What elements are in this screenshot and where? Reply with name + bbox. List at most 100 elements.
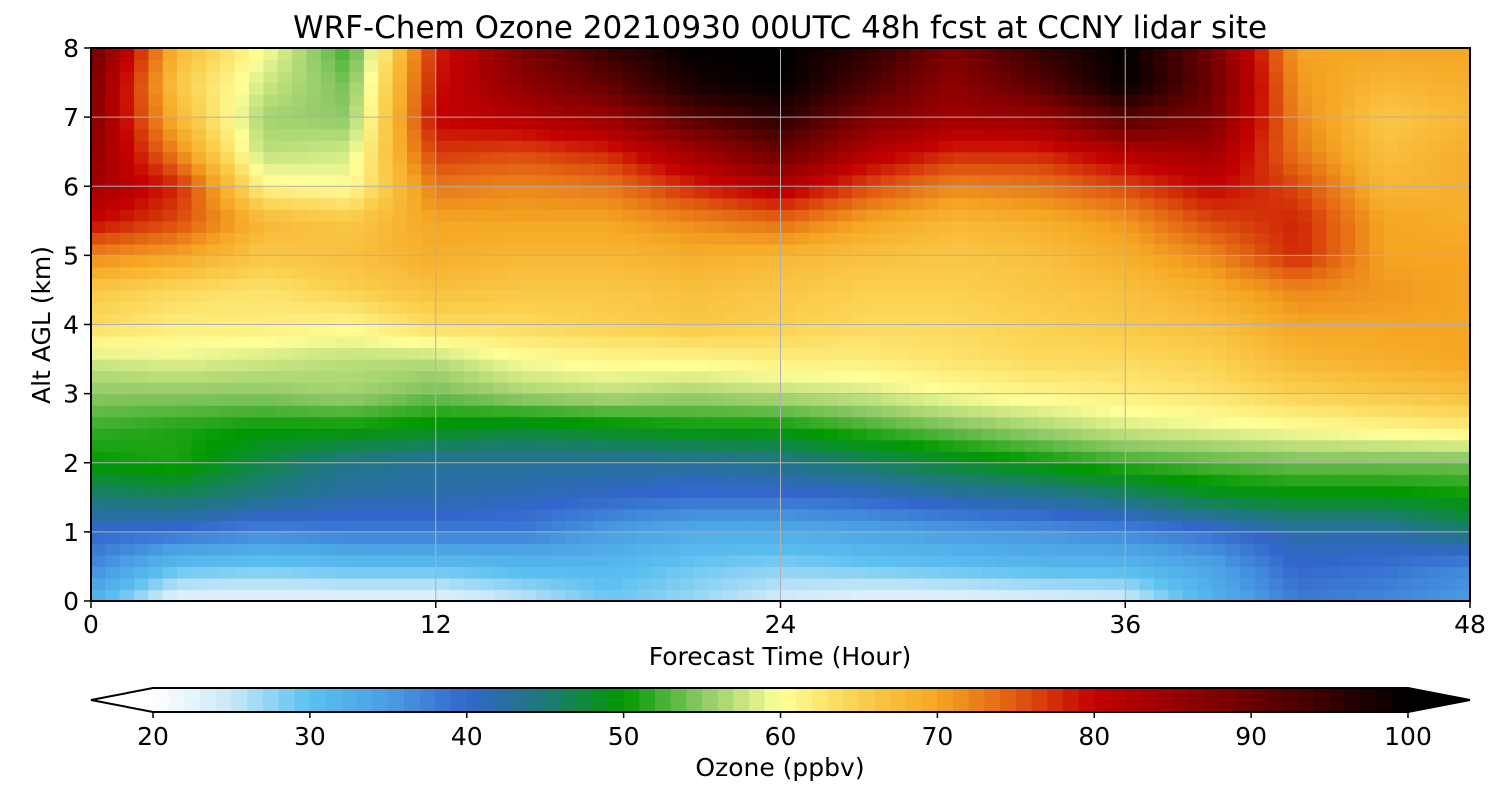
colorbar-tick-label: 80: [1078, 722, 1110, 751]
heatmap-cell: [1024, 566, 1040, 579]
heatmap-cell: [636, 301, 652, 314]
heatmap-cell: [277, 174, 293, 187]
heatmap-cell: [1268, 312, 1284, 326]
heatmap-cell: [1369, 163, 1385, 176]
heatmap-cell: [837, 520, 853, 533]
heatmap-cell: [220, 382, 236, 395]
heatmap-cell: [392, 255, 408, 268]
heatmap-cell: [1110, 289, 1126, 303]
heatmap-cell: [1441, 174, 1457, 187]
heatmap-cell: [766, 266, 782, 280]
heatmap-cell: [809, 589, 825, 602]
heatmap-cell: [766, 451, 782, 464]
heatmap-cell: [119, 508, 135, 521]
heatmap-cell: [392, 151, 408, 164]
heatmap-cell: [1426, 289, 1442, 303]
heatmap-cell: [277, 312, 293, 326]
colorbar-segment: [1313, 688, 1331, 712]
heatmap-cell: [478, 163, 494, 176]
heatmap-cell: [349, 451, 365, 464]
heatmap-cell: [177, 474, 193, 487]
heatmap-cell: [1067, 163, 1083, 176]
heatmap-cell: [277, 266, 293, 280]
heatmap-cell: [909, 82, 925, 95]
heatmap-cell: [335, 209, 351, 222]
heatmap-cell: [177, 140, 193, 153]
heatmap-cell: [1096, 163, 1112, 176]
heatmap-cell: [148, 197, 164, 210]
heatmap-cell: [277, 105, 293, 118]
heatmap-cell: [881, 497, 897, 510]
heatmap-cell: [995, 128, 1011, 141]
heatmap-cell: [249, 82, 264, 95]
heatmap-cell: [220, 59, 236, 72]
heatmap-cell: [622, 82, 638, 95]
heatmap-cell: [1197, 82, 1213, 95]
heatmap-cell: [1053, 554, 1069, 568]
heatmap-cell: [536, 566, 552, 579]
heatmap-cell: [148, 382, 164, 395]
heatmap-cell: [363, 393, 379, 406]
colorbar-segment: [466, 688, 483, 712]
heatmap-cell: [1455, 439, 1471, 452]
heatmap-cell: [679, 508, 695, 521]
heatmap-cell: [392, 405, 408, 418]
heatmap-cell: [1355, 589, 1371, 602]
heatmap-cell: [766, 589, 782, 602]
heatmap-cell: [162, 151, 178, 164]
heatmap-cell: [1110, 174, 1126, 187]
heatmap-cell: [148, 312, 164, 326]
heatmap-cell: [1254, 439, 1270, 452]
heatmap-cell: [881, 140, 897, 153]
heatmap-cell: [1211, 393, 1227, 406]
heatmap-cell: [435, 105, 451, 118]
heatmap-cell: [708, 186, 724, 199]
heatmap-cell: [1412, 428, 1428, 441]
heatmap-cell: [1225, 520, 1241, 533]
heatmap-cell: [1197, 324, 1213, 337]
heatmap-cell: [1053, 520, 1069, 533]
heatmap-cell: [277, 347, 293, 360]
heatmap-cell: [320, 289, 336, 303]
heatmap-cell: [952, 439, 968, 452]
heatmap-cell: [938, 312, 954, 326]
heatmap-cell: [521, 451, 537, 464]
heatmap-cell: [1326, 186, 1342, 199]
heatmap-cell: [967, 117, 983, 130]
heatmap-cell: [780, 416, 796, 429]
heatmap-cell: [91, 209, 106, 222]
heatmap-cell: [967, 347, 983, 360]
heatmap-cell: [306, 266, 322, 280]
heatmap-cell: [478, 336, 494, 349]
heatmap-cell: [679, 462, 695, 475]
heatmap-cell: [478, 59, 494, 72]
heatmap-cell: [1125, 508, 1141, 521]
heatmap-cell: [162, 531, 178, 544]
heatmap-cell: [1182, 566, 1198, 579]
heatmap-cell: [550, 451, 566, 464]
heatmap-cell: [292, 71, 308, 84]
heatmap-cell: [162, 543, 178, 556]
heatmap-cell: [565, 474, 580, 487]
heatmap-cell: [349, 301, 365, 314]
heatmap-cell: [493, 347, 509, 360]
heatmap-cell: [708, 48, 724, 61]
heatmap-cell: [1010, 59, 1026, 72]
heatmap-cell: [335, 336, 351, 349]
heatmap-cell: [1283, 531, 1299, 544]
heatmap-cell: [1010, 312, 1026, 326]
heatmap-cell: [306, 554, 322, 568]
heatmap-cell: [335, 243, 351, 256]
heatmap-cell: [881, 359, 897, 372]
heatmap-cell: [1139, 382, 1155, 395]
heatmap-cell: [1412, 589, 1428, 602]
heatmap-cell: [1311, 382, 1327, 395]
heatmap-cell: [1197, 209, 1213, 222]
heatmap-cell: [148, 416, 164, 429]
heatmap-cell: [952, 589, 968, 602]
heatmap-cell: [1297, 497, 1313, 510]
heatmap-cell: [536, 151, 552, 164]
heatmap-cell: [622, 312, 638, 326]
heatmap-cell: [263, 393, 279, 406]
heatmap-cell: [1240, 174, 1256, 187]
